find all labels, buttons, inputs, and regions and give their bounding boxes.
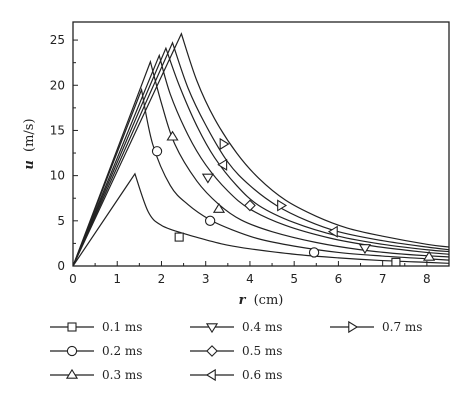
x-axis-title: r (cm) [239, 293, 284, 308]
legend-item: 0.5 ms [190, 344, 282, 358]
series-marker [219, 137, 230, 151]
series-marker [204, 215, 216, 226]
series-0 [73, 172, 449, 266]
y-axis-variable: u [22, 160, 37, 169]
legend-item: 0.1 ms [50, 320, 142, 334]
axes-ticks: 0 1 2 3 4 5 6 7 8 0 5 10 15 20 25 [50, 33, 431, 286]
series-3 [73, 53, 449, 266]
x-tick-label: 5 [290, 272, 298, 286]
legend-item: 0.2 ms [50, 344, 142, 358]
x-axis-unit: (cm) [254, 293, 284, 308]
plot-content [73, 32, 449, 266]
series-line [73, 172, 449, 266]
series-marker [166, 130, 179, 141]
series-1 [73, 87, 449, 266]
x-tick-label: 3 [202, 272, 210, 286]
legend-item: 0.6 ms [190, 368, 282, 382]
legend: 0.1 ms 0.2 ms 0.3 ms 0.4 ms 0.5 ms 0.6 ms 0.7 … [50, 320, 422, 382]
x-tick-label: 8 [423, 272, 431, 286]
legend-item: 0.3 ms [50, 368, 142, 382]
series-marker [212, 202, 226, 213]
series-marker [391, 257, 401, 266]
series-marker [217, 158, 228, 171]
legend-marker [67, 322, 77, 332]
legend-label: 0.3 ms [102, 368, 142, 382]
y-tick-label: 10 [50, 169, 65, 183]
legend-marker [348, 320, 359, 334]
series-marker [423, 250, 436, 261]
y-axis-unit: (m/s) [22, 118, 37, 152]
legend-item: 0.4 ms [190, 320, 282, 334]
x-tick-label: 2 [158, 272, 166, 286]
series-4 [73, 46, 449, 266]
x-axis-variable: r [239, 293, 247, 308]
x-tick-label: 6 [335, 272, 343, 286]
legend-marker [206, 345, 218, 357]
y-tick-label: 5 [57, 214, 65, 228]
x-tick-label: 1 [113, 272, 121, 286]
y-tick-label: 15 [50, 123, 65, 137]
series-line [73, 41, 449, 266]
y-axis-title: u (m/s) [22, 118, 37, 169]
y-tick-label: 25 [50, 33, 65, 47]
series-marker [201, 173, 214, 184]
series-line [73, 59, 449, 266]
legend-label: 0.2 ms [102, 344, 142, 358]
legend-marker [65, 368, 79, 379]
legend-label: 0.4 ms [242, 320, 282, 334]
series-line [73, 87, 449, 266]
series-marker [308, 247, 320, 258]
series-line [73, 46, 449, 266]
legend-marker [66, 345, 78, 357]
legend-item: 0.7 ms [330, 320, 422, 334]
plot-frame [72, 21, 450, 267]
y-tick-label: 0 [57, 259, 65, 273]
x-tick-label: 4 [246, 272, 254, 286]
series-line [73, 32, 449, 266]
legend-label: 0.1 ms [102, 320, 142, 334]
series-marker [244, 199, 256, 212]
series-6 [73, 32, 449, 266]
series-2 [73, 59, 449, 266]
legend-label: 0.5 ms [242, 344, 282, 358]
legend-marker [205, 368, 216, 382]
series-5 [73, 41, 449, 266]
series-marker [358, 244, 372, 255]
legend-label: 0.6 ms [242, 368, 282, 382]
legend-marker [205, 323, 219, 334]
series-marker [151, 146, 163, 157]
series-line [73, 53, 449, 266]
x-tick-label: 7 [379, 272, 387, 286]
y-tick-label: 20 [50, 78, 65, 92]
x-tick-label: 0 [69, 272, 77, 286]
series-marker [174, 232, 184, 242]
series-marker [327, 225, 338, 238]
legend-label: 0.7 ms [382, 320, 422, 334]
series-marker [277, 199, 288, 212]
